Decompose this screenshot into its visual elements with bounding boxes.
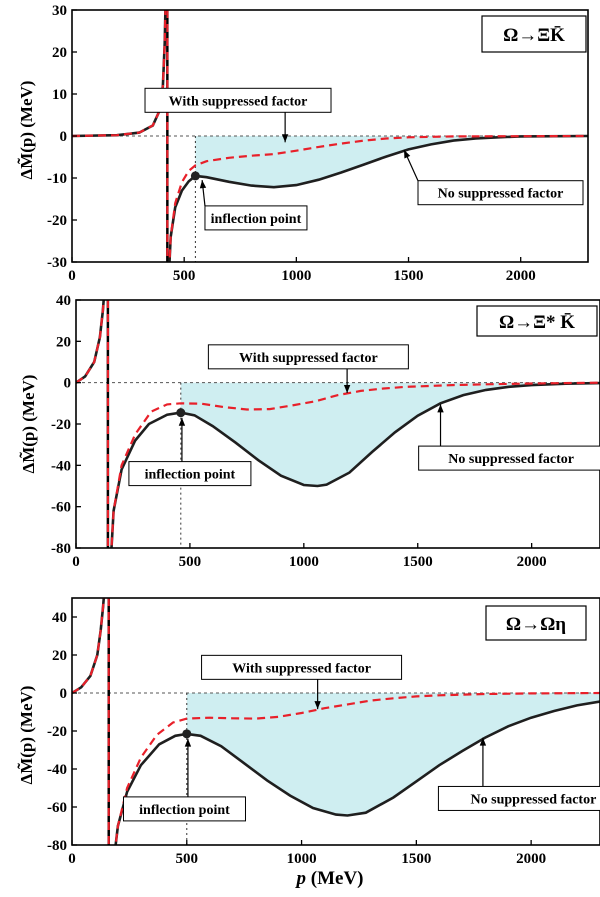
x-tick-label: 500 <box>176 851 199 867</box>
annotation-text: inflection point <box>211 212 302 227</box>
x-axis-label: p (MeV) <box>295 868 364 889</box>
x-tick-label: 500 <box>173 268 196 284</box>
annotation-text: With suppressed factor <box>239 351 378 366</box>
y-tick-label: -40 <box>51 458 71 474</box>
panel-1: 0 500 1000 1500 2000 -30 -20 -10 0 10 20 30 ΔM̃(p) (… <box>16 2 588 284</box>
y-axis-label: ΔM̃(p) (MeV) <box>16 686 36 785</box>
x-tick-label: 1000 <box>281 268 311 284</box>
y-tick-label: 0 <box>60 686 68 702</box>
y-tick-label: -60 <box>47 800 67 816</box>
annotation-text: inflection point <box>145 468 236 483</box>
x-tick-label: 1500 <box>401 851 431 867</box>
inflection-point-marker <box>191 171 200 180</box>
annotation-arrowhead <box>200 180 206 188</box>
x-tick-label: 1000 <box>287 851 317 867</box>
y-tick-label: 0 <box>60 129 68 145</box>
y-tick-label: 20 <box>56 334 71 350</box>
x-axis-label-variable: p <box>295 868 307 889</box>
annotation-text: With suppressed factor <box>169 94 308 109</box>
panel-label: Ω→ΞK̄ <box>503 25 565 46</box>
x-tick-label: 1500 <box>403 554 433 570</box>
y-axis-label-quantity: ΔM̃(p) <box>18 426 38 473</box>
x-tick-label: 500 <box>179 554 202 570</box>
x-tick-label: 2000 <box>517 554 547 570</box>
annotation-text: inflection point <box>139 803 230 818</box>
y-tick-label: -80 <box>51 541 71 557</box>
y-tick-label: -80 <box>47 838 67 854</box>
annotation-arrowhead <box>179 418 185 426</box>
panel-2: 0 500 1000 1500 2000 -80 -60 -40 -20 0 20 40 ΔM̃(p) … <box>18 292 600 570</box>
with-factor-curve-left <box>72 2 166 136</box>
y-axis-label: ΔM̃(p) (MeV) <box>18 375 38 474</box>
y-tick-label: 10 <box>52 87 67 103</box>
x-tick-label: 0 <box>68 268 76 284</box>
x-tick-label: 2000 <box>506 268 536 284</box>
y-tick-label: 40 <box>56 293 71 309</box>
y-tick-label: -30 <box>47 255 67 271</box>
y-axis-label: ΔM̃(p) (MeV) <box>16 81 36 180</box>
y-axis-label-unit: (MeV) <box>19 375 38 426</box>
y-tick-label: -40 <box>47 762 67 778</box>
with-factor-curve-left <box>76 292 104 383</box>
x-tick-label: 1500 <box>394 268 424 284</box>
y-tick-label: 30 <box>52 3 67 19</box>
y-axis-label-unit: (MeV) <box>17 686 36 737</box>
y-axis-label-quantity: ΔM̃(p) <box>16 132 36 179</box>
no-factor-curve-left <box>72 2 166 136</box>
y-axis-label-quantity: ΔM̃(p) <box>16 737 36 784</box>
annotation-text: No suppressed factor <box>471 792 597 807</box>
annotation-text: No suppressed factor <box>448 452 574 467</box>
annotation-arrowhead <box>185 739 191 747</box>
y-tick-label: -20 <box>47 213 67 229</box>
x-tick-label: 0 <box>72 554 80 570</box>
panel-3: 0 500 1000 1500 2000 -80 -60 -40 -20 0 20 40 ΔM̃(p) … <box>16 594 600 867</box>
x-tick-label: 1000 <box>289 554 319 570</box>
panel-label: Ω→Ξ* K̄ <box>499 312 575 333</box>
inflection-point-marker <box>182 729 191 738</box>
annotation-text: With suppressed factor <box>232 661 371 676</box>
y-tick-label: 40 <box>52 610 67 626</box>
y-tick-label: 20 <box>52 45 67 61</box>
shaded-region <box>195 136 588 187</box>
y-tick-label: 0 <box>64 376 72 392</box>
x-tick-label: 0 <box>68 851 76 867</box>
inflection-point-marker <box>176 408 185 417</box>
x-tick-label: 2000 <box>516 851 546 867</box>
x-axis-label-unit: (MeV) <box>306 868 364 889</box>
y-tick-label: -10 <box>47 171 67 187</box>
y-axis-label-unit: (MeV) <box>17 81 36 132</box>
y-tick-label: -20 <box>47 724 67 740</box>
y-tick-label: -60 <box>51 500 71 516</box>
y-tick-label: -20 <box>51 417 71 433</box>
panel-label: Ω→Ωη <box>506 614 566 635</box>
y-tick-label: 20 <box>52 648 67 664</box>
annotation-text: No suppressed factor <box>438 187 564 202</box>
